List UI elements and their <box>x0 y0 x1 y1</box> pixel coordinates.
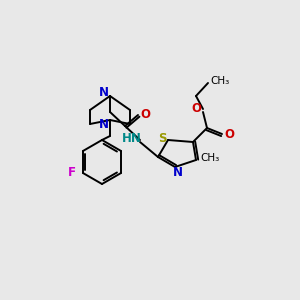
Text: CH₃: CH₃ <box>210 76 230 86</box>
Text: N: N <box>173 166 183 178</box>
Text: HN: HN <box>122 131 142 145</box>
Text: S: S <box>158 131 166 145</box>
Text: N: N <box>99 85 109 98</box>
Text: F: F <box>68 167 76 179</box>
Text: O: O <box>191 103 201 116</box>
Text: O: O <box>140 107 150 121</box>
Text: N: N <box>99 118 109 130</box>
Text: CH₃: CH₃ <box>200 153 220 163</box>
Text: O: O <box>224 128 234 142</box>
